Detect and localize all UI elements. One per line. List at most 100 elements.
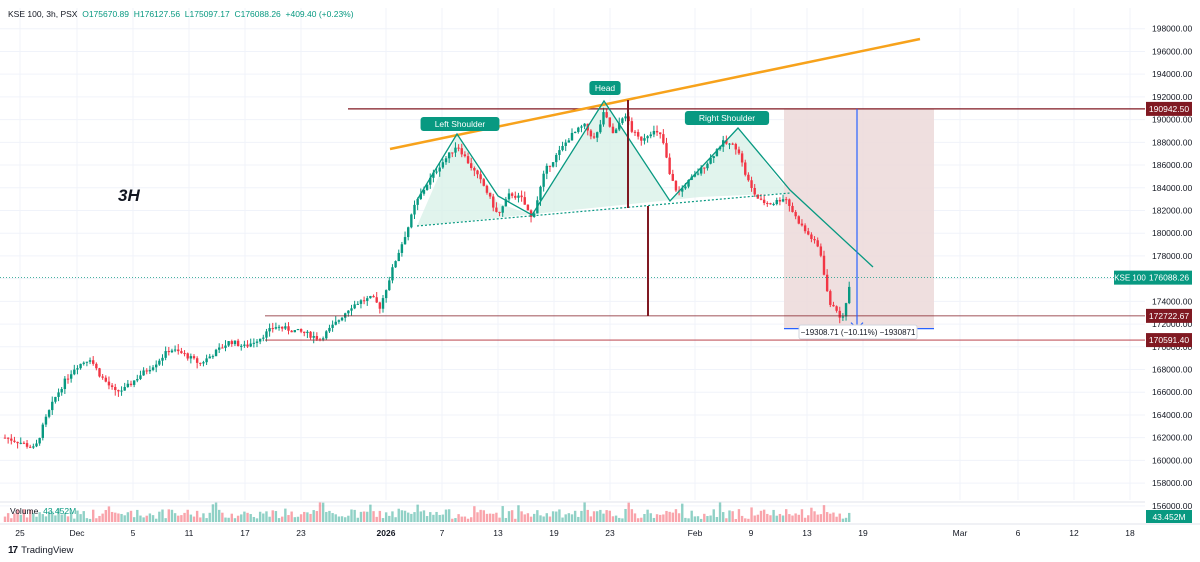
volume-bar	[737, 509, 741, 522]
volume-bar	[514, 518, 517, 522]
volume-bar	[236, 515, 240, 522]
volume-bar	[284, 508, 287, 522]
y-tick-label: 190000.00	[1152, 115, 1192, 125]
volume-bar	[214, 502, 218, 522]
candle-body	[788, 199, 791, 206]
candle-body	[819, 246, 823, 256]
candle-body	[539, 186, 542, 201]
volume-legend: Volume 43.452M	[10, 506, 76, 516]
y-tick-label: 160000.00	[1152, 455, 1192, 465]
volume-bar	[366, 511, 369, 522]
right-shoulder-label: Right Shoulder	[684, 111, 770, 125]
volume-bar	[413, 512, 416, 522]
candle-body	[514, 195, 517, 198]
volume-bar	[372, 511, 375, 522]
candle-body	[756, 194, 760, 199]
volume-bar	[110, 511, 114, 522]
volume-bar	[573, 510, 577, 522]
volume-bar	[750, 507, 753, 522]
x-tick-label: 13	[493, 528, 503, 538]
volume-bar	[173, 513, 177, 522]
candle-body	[473, 168, 476, 171]
volume-bar	[403, 510, 407, 522]
candle-body	[51, 401, 54, 411]
volume-bar	[177, 515, 180, 522]
candle-body	[766, 203, 769, 205]
volume-badge-bg	[1146, 510, 1192, 523]
candle-body	[353, 304, 356, 309]
candle-body	[583, 123, 586, 127]
candle-body	[703, 167, 706, 169]
candle-body	[397, 252, 400, 262]
candle-body	[290, 330, 293, 333]
volume-bar	[476, 512, 479, 522]
volume-bar	[495, 512, 498, 522]
volume-bar	[646, 509, 649, 522]
volume-bar	[696, 516, 700, 522]
volume-bar	[555, 511, 558, 522]
candle-body	[129, 383, 133, 385]
volume-bar	[271, 510, 274, 522]
x-tick-label: 19	[549, 528, 559, 538]
volume-bar	[429, 512, 432, 522]
candle-body	[589, 130, 593, 137]
candle-body	[561, 145, 564, 151]
candle-body	[646, 136, 649, 139]
volume-bar	[718, 501, 722, 522]
volume-bar	[202, 513, 205, 522]
candle-body	[479, 174, 482, 180]
x-tick-label: 25	[15, 528, 25, 538]
candle-body	[599, 124, 602, 133]
volume-bar	[848, 512, 851, 522]
candle-body	[517, 195, 520, 198]
volume-bar	[744, 518, 747, 522]
candle-body	[57, 392, 60, 397]
candle-body	[706, 163, 709, 169]
volume-bar	[158, 511, 161, 522]
candle-body	[82, 362, 85, 364]
candle-body	[715, 149, 719, 157]
volume-bar	[293, 517, 296, 522]
candle-body	[750, 180, 753, 188]
candle-body	[649, 134, 652, 137]
candle-body	[797, 216, 800, 224]
candle-body	[268, 328, 271, 332]
measure-info: −19308.71 (−10.11%) −1930871	[798, 324, 918, 340]
x-tick-label: 23	[605, 528, 615, 538]
candle-body	[596, 132, 599, 138]
candle-body	[132, 380, 136, 385]
candle-body	[366, 298, 369, 301]
volume-bar	[438, 514, 441, 522]
candle-body	[636, 132, 640, 137]
candle-body	[227, 341, 230, 346]
volume-bar	[482, 510, 485, 522]
candle-body	[429, 177, 432, 185]
price-label: KSE 100 176088.26	[1114, 270, 1192, 285]
volume-bar	[255, 518, 259, 522]
volume-bar	[844, 517, 848, 522]
candle-body	[403, 237, 407, 245]
volume-bar	[813, 511, 816, 522]
volume-bar	[636, 518, 640, 522]
tradingview-brand[interactable]: 17 TradingView	[8, 545, 73, 556]
candle-body	[350, 308, 353, 311]
volume-bar	[180, 515, 183, 522]
volume-bar	[416, 504, 419, 522]
candle-body	[236, 340, 240, 346]
candle-body	[54, 396, 57, 402]
candle-body	[340, 317, 344, 321]
y-tick-label: 172000.00	[1152, 319, 1192, 329]
left-shoulder-label-text: Left Shoulder	[435, 119, 486, 129]
candle-body	[218, 347, 221, 350]
volume-bar	[526, 513, 530, 522]
volume-bar	[539, 515, 542, 522]
candle-body	[189, 356, 193, 359]
volume-bar	[463, 516, 467, 522]
candle-body	[504, 199, 508, 207]
candle-body	[844, 303, 848, 317]
candle-body	[447, 152, 451, 159]
symbol-name[interactable]: KSE 100, 3h, PSX	[8, 9, 78, 19]
x-tick-label: 17	[240, 528, 250, 538]
candle-body	[419, 193, 422, 199]
